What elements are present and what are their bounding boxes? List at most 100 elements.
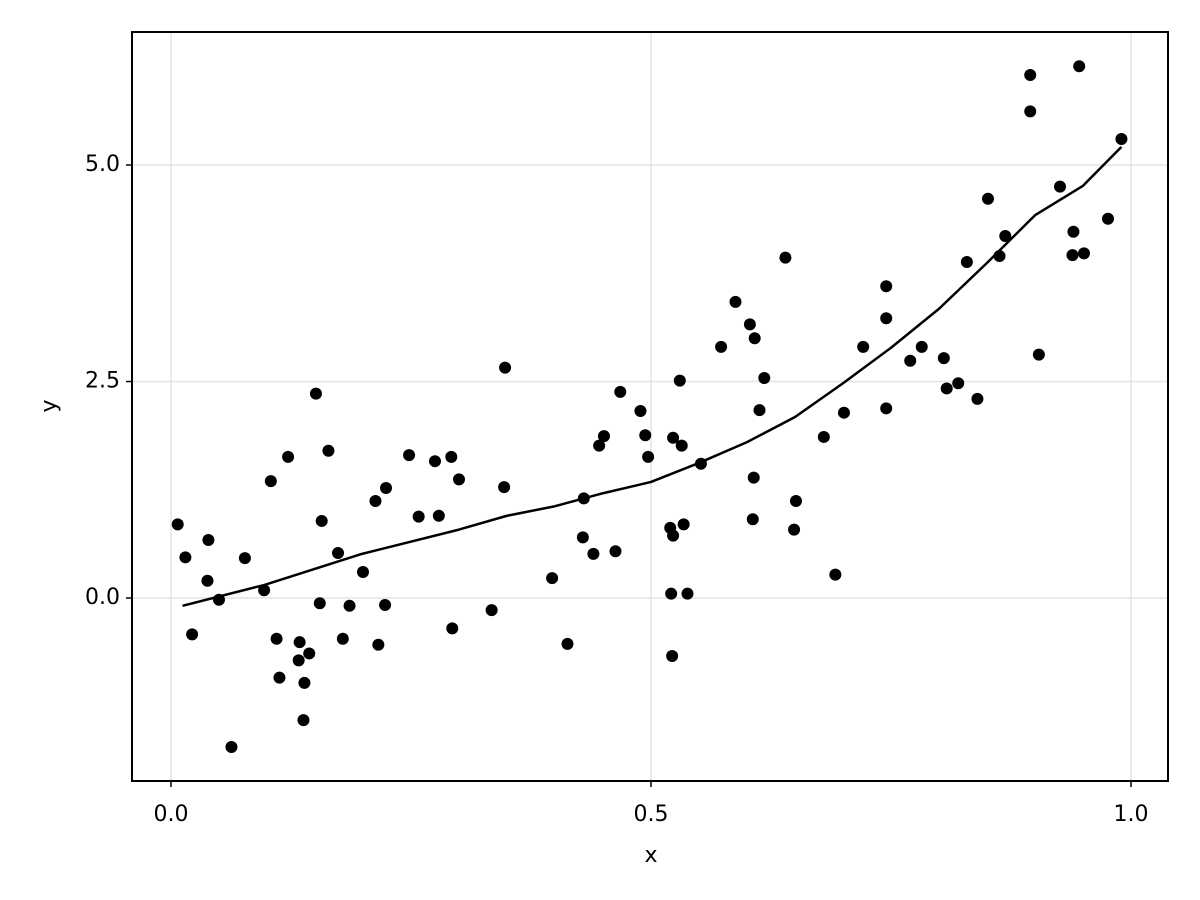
scatter-point — [293, 636, 306, 649]
scatter-point — [186, 628, 199, 641]
scatter-point — [880, 280, 893, 293]
scatter-point — [715, 340, 728, 353]
scatter-point — [981, 192, 994, 205]
scatter-point — [445, 450, 458, 463]
scatter-point — [428, 455, 441, 468]
plot-frame — [131, 31, 1169, 782]
scatter-point — [915, 340, 928, 353]
scatter-point — [264, 475, 277, 488]
scatter-point — [666, 650, 679, 663]
scatter-point — [270, 632, 283, 645]
plot-marks — [171, 60, 1128, 753]
scatter-point — [315, 514, 328, 527]
y-axis-label: y — [37, 399, 62, 412]
y-tick-label: 0.0 — [85, 585, 120, 610]
scatter-point — [356, 566, 369, 579]
scatter-point — [614, 385, 627, 398]
scatter-point — [1115, 133, 1128, 146]
scatter-point — [446, 622, 459, 635]
scatter-point — [673, 374, 686, 387]
y-tick-label: 5.0 — [85, 152, 120, 177]
scatter-point — [904, 354, 917, 367]
scatter-point — [298, 676, 311, 689]
scatter-point — [971, 392, 984, 405]
scatter-point — [576, 531, 589, 544]
scatter-point — [303, 647, 316, 660]
scatter-point — [609, 545, 622, 558]
scatter-point — [379, 598, 392, 611]
scatter-point — [179, 551, 192, 564]
scatter-point — [817, 430, 830, 443]
scatter-point — [788, 523, 801, 536]
scatter-point — [665, 587, 678, 600]
scatter-point — [642, 450, 655, 463]
scatter-point — [292, 654, 305, 667]
scatter-point — [1032, 348, 1045, 361]
scatter-point — [880, 402, 893, 415]
scatter-point — [880, 312, 893, 325]
scatter-point — [681, 587, 694, 600]
scatter-point — [202, 533, 215, 546]
scatter-point — [238, 552, 251, 565]
scatter-point — [309, 387, 322, 400]
scatter-point — [1101, 212, 1114, 225]
scatter-point — [779, 251, 792, 264]
scatter-point — [960, 256, 973, 269]
scatter-point — [258, 584, 271, 597]
scatter-point — [1024, 68, 1037, 81]
scatter-point — [999, 230, 1012, 243]
scatter-point — [634, 404, 647, 417]
scatter-point — [336, 632, 349, 645]
scatter-point — [1066, 249, 1079, 262]
scatter-point — [597, 430, 610, 443]
scatter-point — [343, 599, 356, 612]
scatter-point — [667, 431, 680, 444]
scatter-point — [677, 518, 690, 531]
scatter-point — [332, 546, 345, 559]
scatter-point — [372, 638, 385, 651]
scatter-point — [273, 671, 286, 684]
scatter-point — [546, 572, 559, 585]
x-tick-label: 0.5 — [634, 802, 669, 827]
grid — [132, 32, 1168, 781]
scatter-point — [380, 482, 393, 495]
scatter-point — [313, 597, 326, 610]
scatter-point — [561, 637, 574, 650]
scatter-point — [1024, 105, 1037, 118]
scatter-point — [593, 439, 606, 452]
scatter-point — [789, 495, 802, 508]
scatter-point — [729, 295, 742, 308]
scatter-point — [747, 471, 760, 484]
scatter-point — [485, 604, 498, 617]
scatter-point — [829, 568, 842, 581]
scatter-point — [758, 372, 771, 385]
scatter-point — [1053, 180, 1066, 193]
scatter-point — [499, 361, 512, 374]
x-tick-label: 1.0 — [1114, 802, 1149, 827]
scatter-point — [369, 495, 382, 508]
scatter-point — [1073, 60, 1086, 73]
scatter-point — [746, 513, 759, 526]
scatter-point — [432, 509, 445, 522]
scatter-point — [952, 377, 965, 390]
scatter-point — [587, 547, 600, 560]
scatter-point — [857, 340, 870, 353]
scatter-point — [675, 439, 688, 452]
scatter-point — [937, 352, 950, 365]
scatter-point — [743, 318, 756, 331]
scatter-point — [201, 574, 214, 587]
scatter-point — [412, 510, 425, 523]
scatter-point — [322, 444, 335, 457]
scatter-point — [498, 481, 511, 494]
fit-line — [182, 145, 1123, 608]
y-tick-label: 2.5 — [85, 369, 120, 394]
scatter-point — [171, 518, 184, 531]
scatter-point — [753, 404, 766, 417]
scatter-point — [1067, 225, 1080, 238]
scatter-point — [1077, 247, 1090, 260]
scatter-point — [282, 450, 295, 463]
scatter-point — [639, 429, 652, 442]
scatter-point — [748, 332, 761, 345]
scatter-point — [837, 406, 850, 419]
